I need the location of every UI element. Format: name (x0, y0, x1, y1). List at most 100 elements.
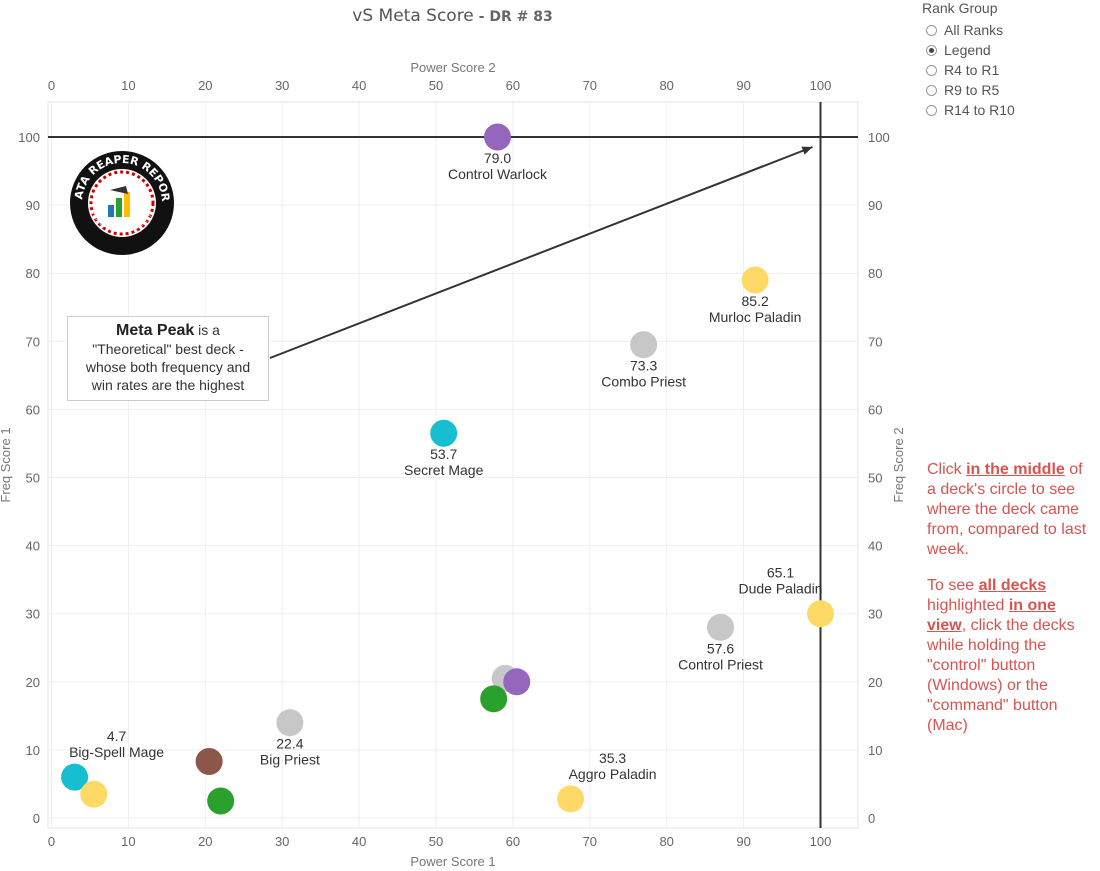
radio-button[interactable] (926, 104, 937, 116)
x2-tick-label: 100 (810, 78, 832, 93)
rank-option-label: R9 to R5 (944, 82, 1000, 98)
y-tick-label: 50 (26, 471, 40, 486)
meta-peak-line-2: "Theoretical" best deck - (92, 341, 244, 357)
point-value-label: 79.0 (484, 150, 511, 166)
data-point (195, 747, 223, 775)
y2-tick-label: 100 (868, 130, 890, 145)
y-tick-label: 20 (26, 675, 40, 690)
rank-group-title: Rank Group (922, 0, 998, 16)
note-text: , click the decks while holding the "con… (927, 617, 1075, 734)
radio-button[interactable] (926, 84, 937, 96)
point-value-label: 22.4 (276, 736, 303, 752)
y-tick-label: 100 (18, 130, 40, 145)
data-point (80, 780, 108, 808)
rank-option-all-ranks[interactable]: All Ranks (922, 20, 1015, 40)
y2-tick-label: 40 (868, 539, 882, 554)
y2-tick-label: 90 (868, 198, 882, 213)
note-emphasis: all decks (978, 577, 1047, 594)
data-point (207, 787, 235, 815)
point-deck-label: Big-Spell Mage (69, 744, 164, 760)
plot-area (47, 101, 859, 829)
point-value-label: 4.7 (107, 728, 127, 744)
rank-option-legend[interactable]: Legend (922, 40, 1015, 60)
title-separator: - (473, 9, 490, 25)
x2-tick-label: 60 (506, 78, 520, 93)
data-point (630, 331, 658, 359)
x-tick-label: 90 (736, 834, 750, 849)
y2-tick-label: 0 (868, 811, 875, 826)
point-value-label: 73.3 (630, 358, 657, 374)
rank-option-r9-r5[interactable]: R9 to R5 (922, 80, 1015, 100)
y2-tick-label: 60 (868, 402, 882, 417)
data-reaper-logo: DATA REAPER REPORT VICIOUS SYNDICATE PRE… (63, 140, 176, 256)
instructions-note: Click in the middle of a deck's circle t… (927, 460, 1092, 752)
data-point (276, 709, 304, 737)
meta-peak-arrow-line (269, 146, 813, 359)
x2-tick-label: 10 (121, 78, 135, 93)
data-point (484, 123, 512, 151)
x-tick-label: 10 (121, 834, 135, 849)
y-tick-label: 70 (26, 334, 40, 349)
point-deck-label: Aggro Paladin (569, 766, 657, 782)
data-point (807, 600, 834, 628)
y2-tick-label: 70 (868, 334, 882, 349)
point-deck-label: Combo Priest (601, 374, 686, 390)
rank-option-r4-r1[interactable]: R4 to R1 (922, 60, 1015, 80)
rank-option-label: All Ranks (944, 22, 1004, 38)
data-point (480, 685, 508, 713)
meta-peak-annotation: Meta Peak is a "Theoretical" best deck -… (67, 316, 269, 401)
x-tick-label: 40 (352, 834, 366, 849)
meta-peak-arrow-head (801, 146, 813, 155)
data-point (430, 419, 458, 447)
y-tick-label: 90 (26, 198, 40, 213)
y-tick-label: 10 (26, 743, 40, 758)
data-point (557, 785, 585, 813)
note-text: of a deck's circle to see where the deck… (927, 461, 1087, 558)
x-tick-label: 70 (583, 834, 597, 849)
note-emphasis: in one view (927, 597, 1056, 634)
y-axis-title: Freq Score 1 (0, 427, 13, 502)
note-emphasis: in the middle (966, 461, 1065, 478)
rank-option-r14-r10[interactable]: R14 to R10 (922, 100, 1015, 120)
point-value-label: 85.2 (742, 293, 769, 309)
x-tick-label: 100 (810, 834, 832, 849)
y-tick-label: 30 (26, 607, 40, 622)
x-axis-title: Power Score 1 (410, 854, 495, 869)
point-value-label: 57.6 (707, 640, 734, 656)
x-tick-label: 50 (429, 834, 443, 849)
meta-peak-line-3: whose both frequency and (85, 359, 251, 375)
note-text: To see (927, 577, 979, 594)
radio-button[interactable] (926, 24, 937, 36)
x2-tick-label: 30 (275, 78, 289, 93)
y2-tick-label: 50 (868, 471, 882, 486)
x-tick-label: 80 (659, 834, 673, 849)
chart-title: vS Meta Score - DR # 83 (0, 6, 905, 26)
radio-button-selected[interactable] (926, 44, 937, 56)
note-text: highlighted (927, 597, 1009, 614)
x2-tick-label: 50 (429, 78, 443, 93)
y-tick-label: 0 (33, 811, 40, 826)
meta-peak-line-4: win rates are the highest (91, 377, 245, 393)
rank-option-label: R14 to R10 (944, 102, 1015, 118)
y2-tick-label: 20 (868, 675, 882, 690)
x2-axis-title: Power Score 2 (410, 60, 495, 75)
x-tick-label: 60 (506, 834, 520, 849)
x-tick-label: 30 (275, 834, 289, 849)
title-main: vS Meta Score (352, 6, 474, 26)
x2-tick-label: 40 (352, 78, 366, 93)
title-sub: DR # 83 (489, 9, 553, 25)
x-tick-label: 20 (198, 834, 212, 849)
x2-tick-label: 70 (583, 78, 597, 93)
y2-tick-label: 80 (868, 266, 882, 281)
radio-button[interactable] (926, 64, 937, 76)
meta-peak-bold: Meta Peak (116, 322, 195, 339)
y2-axis-title: Freq Score 2 (891, 427, 906, 502)
x2-tick-label: 80 (659, 78, 673, 93)
point-deck-label: Control Priest (678, 656, 763, 672)
data-point (741, 266, 769, 294)
x-tick-label: 0 (48, 834, 55, 849)
point-value-label: 35.3 (599, 750, 626, 766)
meta-peak-text: is a (194, 322, 220, 338)
data-point (707, 613, 735, 641)
